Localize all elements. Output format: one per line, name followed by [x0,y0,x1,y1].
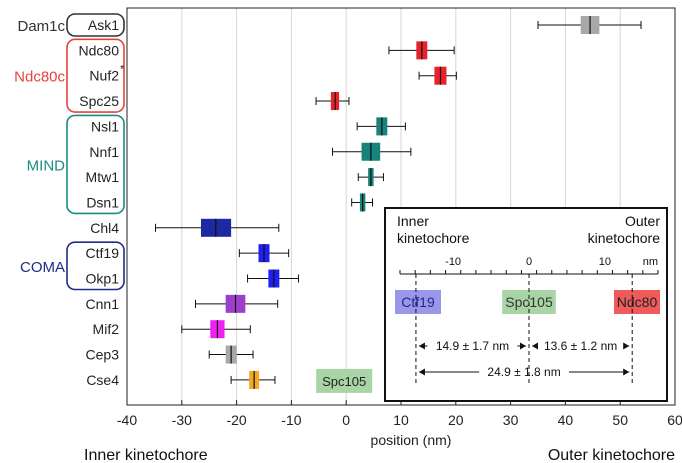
protein-mark-cse4 [230,370,276,389]
distance-arrow-right-0 [520,342,526,350]
protein-label-dsn1: Dsn1 [86,194,119,210]
protein-label-cep3: Cep3 [86,347,120,363]
spc105-label: Spc105 [322,374,366,389]
protein-label-okp1: Okp1 [86,271,120,287]
grid-lines [181,8,621,405]
group-bracket-dam1c [66,13,125,37]
protein-mark-chl4 [154,218,280,237]
x-tick-label-10: -10 [281,412,301,428]
protein-label-chl4: Chl4 [90,220,119,236]
protein-label-mif2: Mif2 [93,321,120,337]
distance-2: 24.9 ± 1.8 nm [418,365,630,379]
protein-mark-nnf1 [332,142,412,161]
distance-arrow-left-0 [418,342,425,350]
protein-mark-cnn1 [195,294,279,313]
x-tick-label-20: 20 [448,412,464,428]
inset-tick-label-10: -10 [445,256,461,268]
footer-labels: Inner kinetochore Outer kinetochore [84,447,675,463]
distance-label-0: 14.9 ± 1.7 nm [436,339,509,353]
protein-mark-dsn1 [351,193,374,212]
protein-label-ask1: Ask1 [88,17,119,33]
group-bracket-coma [66,241,125,291]
inset-title-right-line-0: Outer [625,213,660,229]
inset-marker-label-ndc80: Ndc80 [617,294,658,310]
inset-marker-box-ndc80 [614,290,660,314]
protein-label-mtw1: Mtw1 [86,169,120,185]
protein-mark-mif2 [181,320,251,339]
distance-arrow-left-1 [532,342,538,350]
distance-arrow-right-2 [623,368,630,376]
x-tick-label-50: 50 [612,412,628,428]
inset-unit-label: nm [643,256,658,268]
x-axis-label: position (nm) [371,432,452,448]
x-tick-label-60: 60 [667,412,682,428]
protein-label-nuf2: Nuf2 [89,68,119,84]
distance-label-1: 13.6 ± 1.2 nm [544,339,617,353]
inset-marker-label-ctf19: Ctf19 [401,294,435,310]
inset-title-left: Inner kinetochore [397,213,470,246]
protein-label-ndc80: Ndc80 [79,42,120,58]
x-tick-label-40: -40 [117,412,137,428]
protein-labels: Ask1 Ndc80 Nuf2 * Spc25 Nsl1 Nnf1 Mtw1 Dsn1 Chl4 C… [79,17,125,388]
inset-tick-label-10: 10 [599,256,611,268]
distance-1: 13.6 ± 1.2 nm [532,339,630,353]
x-tick-label-10: 10 [393,412,409,428]
protein-mark-cep3 [208,345,254,364]
x-tick-label-0: 0 [342,412,350,428]
group-bracket-mind [66,114,125,215]
distance-arrow-left-2 [418,368,425,376]
protein-mark-nsl1 [356,117,406,136]
distance-0: 14.9 ± 1.7 nm [418,339,526,353]
protein-label-spc25: Spc25 [79,93,119,109]
protein-label-cse4: Cse4 [86,372,119,388]
protein-mark-spc25 [315,92,350,111]
inset-title-left-line-0: Inner [397,213,429,229]
distance-label-2: 24.9 ± 1.8 nm [487,365,560,379]
inset-tick-label-0: 0 [526,256,532,268]
group-label-coma: COMA [20,259,65,276]
protein-mark-okp1 [247,269,300,288]
inset-title-right: Outer kinetochore [588,213,661,246]
protein-label-cnn1: Cnn1 [86,296,120,312]
protein-positions: Spc105 [154,16,642,393]
footer-left-label: Inner kinetochore [84,447,208,463]
protein-label-nsl1: Nsl1 [91,118,119,134]
protein-label-nnf1: Nnf1 [89,144,119,160]
protein-label-ctf19: Ctf19 [86,245,120,261]
group-label-dam1c: Dam1c [17,18,65,35]
protein-mark-ctf19 [238,244,290,263]
spc105-box [316,368,373,393]
asterisk-nuf2: * [120,64,125,76]
x-tick-label-40: 40 [558,412,574,428]
x-tick-label-20: -20 [226,412,246,428]
footer-right-label: Outer kinetochore [548,447,675,463]
distance-arrow-right-1 [623,342,630,350]
protein-mark-ndc80 [388,41,455,60]
group-label-ndc80c: Ndc80c [14,69,65,86]
inset-title-left-line-1: kinetochore [397,230,470,246]
inset-title-right-line-1: kinetochore [588,230,661,246]
protein-mark-mtw1 [357,168,384,187]
protein-mark-nuf2 [418,66,457,85]
protein-mark-ask1 [537,16,642,34]
complex-groups: Dam1c Ndc80c MIND COMA [14,13,125,291]
group-bracket-ndc80c [66,38,125,113]
group-label-mind: MIND [27,157,65,174]
x-tick-label-30: 30 [503,412,519,428]
x-tick-label-30: -30 [172,412,192,428]
inset-marker-box-ctf19 [395,290,441,314]
x-axis: -40 -30 -20 -10 0 10 20 30 40 50 60 position (nm) [117,7,682,448]
